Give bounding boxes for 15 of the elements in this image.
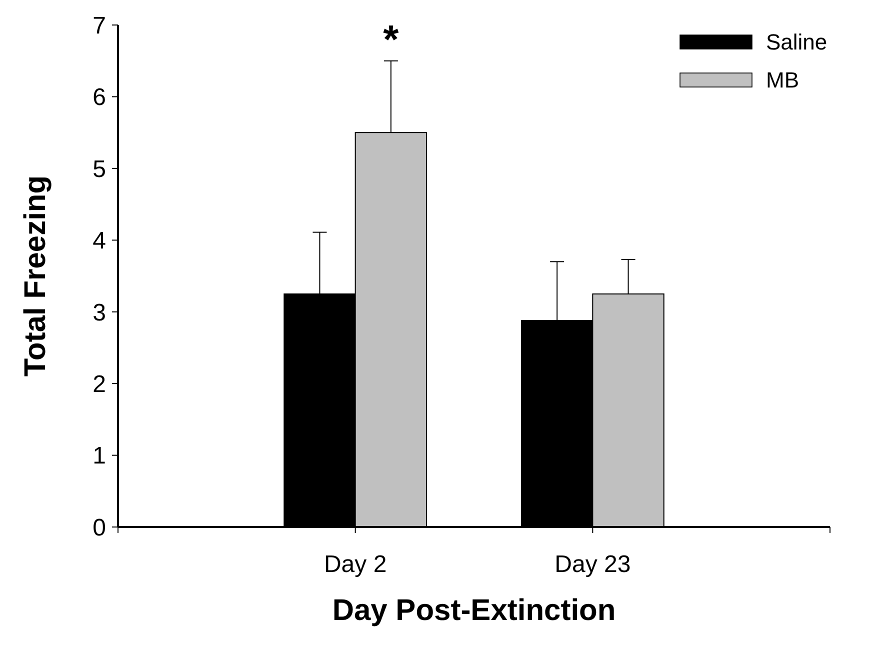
x-axis-title: Day Post-Extinction [332, 594, 616, 627]
legend-label: MB [766, 68, 799, 93]
x-tick-label: Day 23 [554, 551, 631, 578]
legend-label: Saline [766, 30, 828, 55]
y-tick-label: 1 [92, 442, 106, 470]
y-tick-label: 7 [92, 12, 106, 40]
y-tick-label: 0 [92, 514, 106, 542]
y-tick-label: 6 [92, 84, 106, 112]
y-tick-label: 3 [92, 299, 106, 326]
y-tick-label: 2 [92, 370, 106, 398]
y-tick-label: 5 [92, 156, 106, 183]
annotation: * [383, 18, 400, 62]
y-tick-label: 4 [92, 228, 106, 255]
y-axis-title: Total Freezing [19, 175, 52, 377]
x-tick-label: Day 2 [324, 551, 387, 578]
